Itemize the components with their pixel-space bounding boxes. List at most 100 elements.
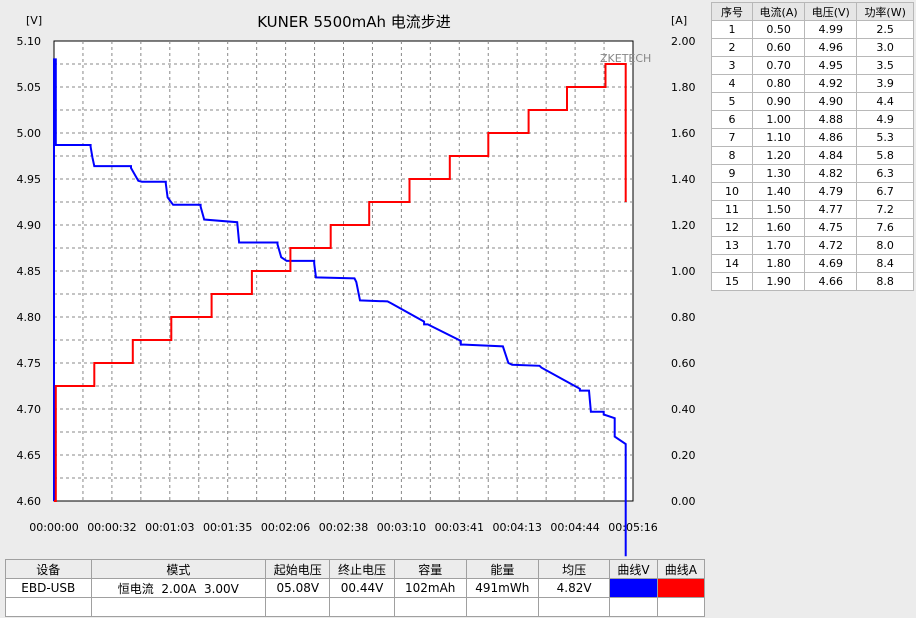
y-right-tick-label: 0.00 xyxy=(671,495,696,508)
curve-v-swatch-cell[interactable] xyxy=(609,578,658,598)
table-row: 4 0.80 4.92 3.9 xyxy=(711,74,914,93)
table-cell: 4.95 xyxy=(804,56,858,75)
info-header-cell: 曲线A xyxy=(656,559,706,579)
table-cell: 10 xyxy=(711,182,753,201)
info-header-cell: 终止电压 xyxy=(329,559,395,579)
curve-v-swatch[interactable] xyxy=(610,579,657,597)
x-tick-label: 00:03:10 xyxy=(377,521,426,534)
y-right-tick-label: 0.20 xyxy=(671,449,696,462)
table-row: 7 1.10 4.86 5.3 xyxy=(711,128,914,147)
empty-cell xyxy=(656,597,706,617)
table-cell: 4 xyxy=(711,74,753,93)
table-cell: 1 xyxy=(711,20,753,39)
y-right-tick-label: 1.20 xyxy=(671,219,696,232)
step-data-table: 序号 电流(A) 电压(V) 功率(W) 1 0.50 4.99 2.5 2 0.60 4.96 3… xyxy=(711,2,914,291)
y-right-tick-label: 2.00 xyxy=(671,35,696,48)
curve-a-swatch[interactable] xyxy=(657,579,704,597)
y-right-tick-label: 0.80 xyxy=(671,311,696,324)
table-cell: 4.9 xyxy=(856,110,914,129)
series-group xyxy=(53,58,627,557)
curve-a-swatch-cell[interactable] xyxy=(656,578,706,598)
info-header-cell: 模式 xyxy=(90,559,267,579)
table-cell: 0.80 xyxy=(751,74,806,93)
y-left-tick-label: 4.85 xyxy=(17,265,42,278)
table-cell: 0.90 xyxy=(751,92,806,111)
table-cell: 4.84 xyxy=(804,146,858,165)
empty-cell xyxy=(465,597,539,617)
table-cell: 4.69 xyxy=(804,254,858,273)
table-cell: 4.4 xyxy=(856,92,914,111)
table-cell: 4.82 xyxy=(804,164,858,183)
info-header-cell: 设备 xyxy=(5,559,92,579)
table-cell: 5.3 xyxy=(856,128,914,147)
table-row: 15 1.90 4.66 8.8 xyxy=(711,272,914,291)
table-row: 13 1.70 4.72 8.0 xyxy=(711,236,914,255)
table-cell: 2.5 xyxy=(856,20,914,39)
table-cell: 4.79 xyxy=(804,182,858,201)
table-row: 1 0.50 4.99 2.5 xyxy=(711,20,914,39)
table-cell: 4.99 xyxy=(804,20,858,39)
table-row: 11 1.50 4.77 7.2 xyxy=(711,200,914,219)
info-header-cell: 均压 xyxy=(537,559,611,579)
table-header-cell: 功率(W) xyxy=(856,2,914,21)
table-cell: 11 xyxy=(711,200,753,219)
info-header-cell: 起始电压 xyxy=(265,559,331,579)
table-body: 1 0.50 4.99 2.5 2 0.60 4.96 3.0 3 0.70 4.95 3.5 4 0.8… xyxy=(711,20,914,291)
table-cell: 1.10 xyxy=(751,128,806,147)
info-value-cell: 恒电流 2.00A 3.00V xyxy=(90,578,267,598)
voltage-series-line xyxy=(53,58,627,557)
x-tick-label: 00:01:35 xyxy=(203,521,252,534)
x-tick-label: 00:01:03 xyxy=(145,521,194,534)
table-header-row: 序号 电流(A) 电压(V) 功率(W) xyxy=(711,2,914,21)
table-cell: 14 xyxy=(711,254,753,273)
table-cell: 13 xyxy=(711,236,753,255)
table-cell: 0.70 xyxy=(751,56,806,75)
table-cell: 1.60 xyxy=(751,218,806,237)
info-value-cell: 4.82V xyxy=(537,578,611,598)
empty-cell xyxy=(609,597,658,617)
table-row: 14 1.80 4.69 8.4 xyxy=(711,254,914,273)
table-cell: 0.60 xyxy=(751,38,806,57)
y-right-unit: [A] xyxy=(671,14,687,27)
table-cell: 4.96 xyxy=(804,38,858,57)
table-cell: 3.5 xyxy=(856,56,914,75)
info-value-cell: EBD-USB xyxy=(5,578,92,598)
y-left-tick-label: 4.70 xyxy=(17,403,42,416)
table-cell: 5.8 xyxy=(856,146,914,165)
info-header-cell: 曲线V xyxy=(609,559,658,579)
y-right-tick-label: 0.60 xyxy=(671,357,696,370)
table-cell: 3 xyxy=(711,56,753,75)
info-value-row: EBD-USB 恒电流 2.00A 3.00V 05.08V 00.44V 102mAh… xyxy=(5,578,706,598)
table-header-cell: 电压(V) xyxy=(804,2,858,21)
empty-cell xyxy=(537,597,611,617)
table-row: 12 1.60 4.75 7.6 xyxy=(711,218,914,237)
y-left-tick-label: 5.00 xyxy=(17,127,42,140)
y-left-tick-label: 4.75 xyxy=(17,357,42,370)
empty-cell xyxy=(329,597,395,617)
x-tick-label: 00:00:00 xyxy=(29,521,78,534)
table-cell: 4.75 xyxy=(804,218,858,237)
table-row: 6 1.00 4.88 4.9 xyxy=(711,110,914,129)
info-value-cell: 102mAh xyxy=(393,578,467,598)
table-cell: 12 xyxy=(711,218,753,237)
y-left-tick-label: 4.80 xyxy=(17,311,42,324)
table-cell: 4.92 xyxy=(804,74,858,93)
info-header-row: 设备 模式 起始电压 终止电压 容量 能量 均压 曲线V 曲线A xyxy=(5,559,706,579)
x-tick-label: 00:00:32 xyxy=(87,521,136,534)
empty-cell xyxy=(393,597,467,617)
info-header-cell: 能量 xyxy=(465,559,539,579)
y-right-ticks: 2.00 1.80 1.60 1.40 1.20 1.00 0.80 0.60 0.40 0.20… xyxy=(671,35,696,508)
x-tick-label: 00:04:44 xyxy=(550,521,599,534)
y-left-tick-label: 4.95 xyxy=(17,173,42,186)
table-cell: 7 xyxy=(711,128,753,147)
table-cell: 8.4 xyxy=(856,254,914,273)
y-left-tick-label: 5.05 xyxy=(17,81,42,94)
table-cell: 4.90 xyxy=(804,92,858,111)
current-series-line xyxy=(54,63,627,502)
info-header-cell: 容量 xyxy=(393,559,467,579)
empty-cell xyxy=(5,597,92,617)
table-row: 8 1.20 4.84 5.8 xyxy=(711,146,914,165)
x-tick-label: 00:05:16 xyxy=(608,521,657,534)
table-cell: 0.50 xyxy=(751,20,806,39)
